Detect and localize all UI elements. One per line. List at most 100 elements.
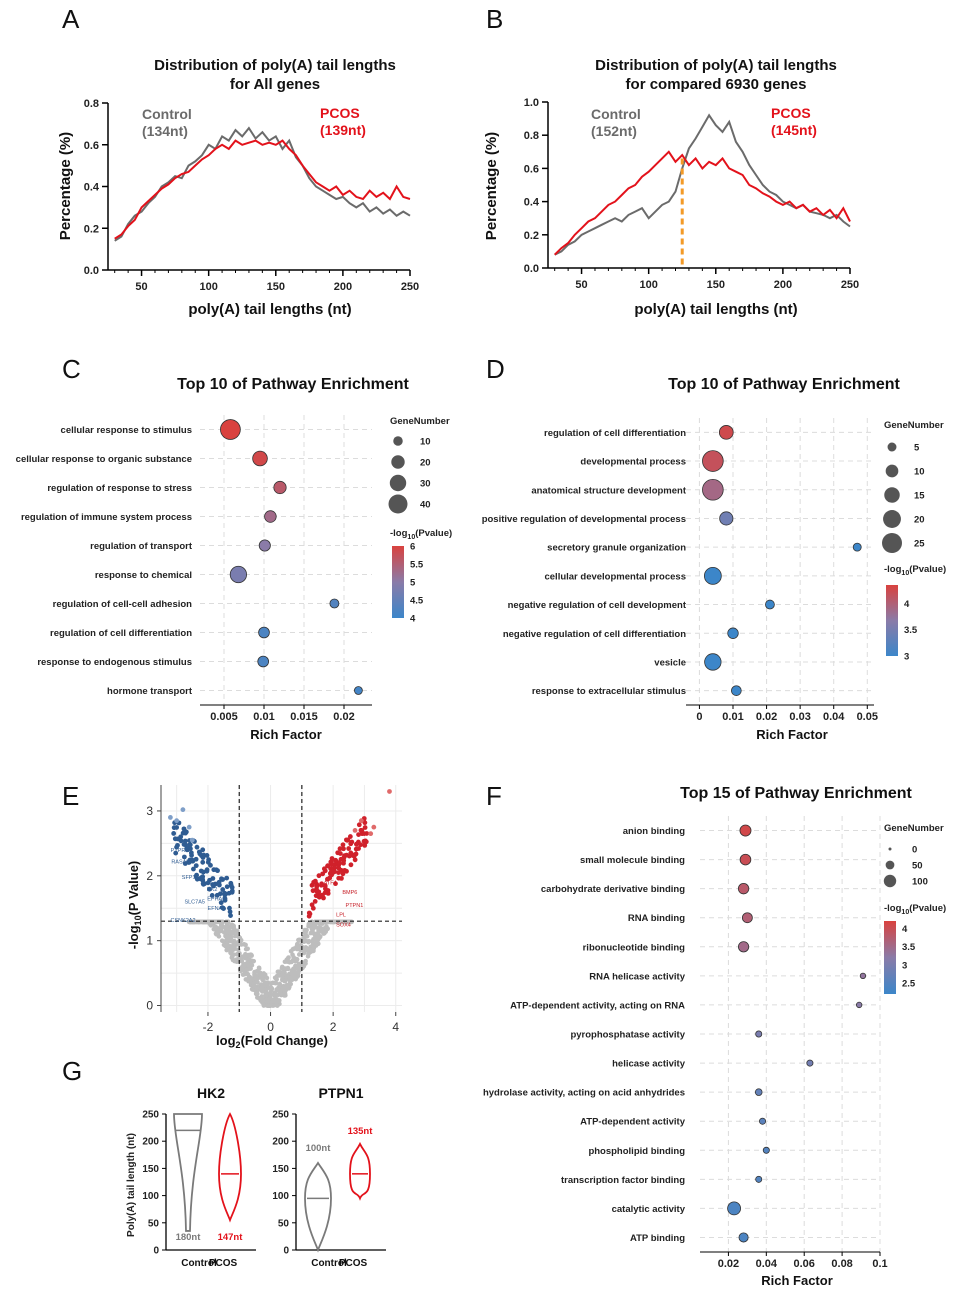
- ns-gene-point: [317, 934, 323, 939]
- ns-gene-point: [239, 942, 244, 947]
- down-gene-point: [188, 846, 193, 852]
- x-tick-label: 0.04: [823, 711, 845, 723]
- up-gene-point: [337, 846, 343, 852]
- size-legend-dot: [393, 436, 403, 446]
- pathway-label: negative regulation of cell development: [508, 600, 687, 611]
- down-gene-point: [224, 884, 230, 890]
- up-gene-point: [362, 820, 368, 826]
- x-tick-label: 100: [199, 281, 217, 293]
- ns-gene-point: [325, 919, 331, 925]
- y-tick-label: 150: [272, 1164, 289, 1175]
- panel-c-title: Top 10 of Pathway Enrichment: [177, 376, 409, 393]
- x-tick-label: 50: [135, 281, 147, 293]
- ns-gene-point: [245, 967, 251, 972]
- down-gene-point: [219, 905, 225, 911]
- pathway-label: hormone transport: [107, 686, 193, 697]
- ns-gene-point: [221, 942, 227, 948]
- gene-label: SLC7A5: [184, 900, 205, 906]
- up-gene-point: [327, 875, 333, 881]
- size-legend-label: 20: [914, 515, 925, 526]
- gene-label: ATF4: [324, 880, 337, 886]
- panel-d-bubble-chart: Top 10 of Pathway Enrichment Rich Factor…: [482, 376, 946, 742]
- ns-gene-point: [277, 998, 282, 1003]
- ns-gene-point: [257, 971, 262, 976]
- ns-gene-point: [322, 929, 328, 935]
- panel-a-x-label: poly(A) tail lengths (nt): [188, 301, 351, 318]
- color-legend-label: 3: [902, 960, 907, 971]
- pathway-label: pyrophosphatase activity: [570, 1030, 685, 1041]
- ns-gene-point: [259, 985, 265, 990]
- color-legend-label: 5.5: [410, 560, 424, 571]
- ns-gene-point: [306, 922, 312, 927]
- color-legend-label: 4: [902, 924, 908, 935]
- up-gene-point: [361, 831, 367, 836]
- color-legend-label: 5: [410, 578, 416, 589]
- pathway-bubble: [704, 653, 722, 671]
- up-gene-point: [356, 846, 361, 851]
- ns-gene-point: [253, 979, 259, 985]
- panel-c-color-legend-title: -log10(Pvalue): [390, 528, 452, 541]
- panel-b-x-label: poly(A) tail lengths (nt): [634, 301, 797, 318]
- down-gene-point: [197, 876, 203, 881]
- down-gene-point: [188, 850, 194, 856]
- up-gene-point: [329, 859, 334, 865]
- pathway-label: ATP-dependent activity, acting on RNA: [510, 1000, 685, 1011]
- y-tick-label: 0.4: [84, 182, 100, 194]
- y-tick-label: 1.0: [524, 97, 539, 109]
- x-tick-label: 0.005: [210, 711, 238, 723]
- down-gene-point: [180, 807, 186, 813]
- violin-shape: [304, 1161, 332, 1253]
- ns-gene-point: [288, 948, 294, 954]
- size-legend-dot: [391, 455, 405, 469]
- violin-group-label: PCOS: [209, 1258, 238, 1269]
- down-gene-point: [201, 881, 206, 887]
- down-gene-point: [182, 828, 188, 834]
- y-tick-label: 50: [148, 1218, 160, 1229]
- panel-d-title: Top 10 of Pathway Enrichment: [668, 376, 900, 393]
- panel-b-control-label: Control: [591, 106, 641, 122]
- ns-gene-point: [294, 946, 300, 952]
- y-tick-label: 100: [272, 1191, 289, 1202]
- panel-a-control-label: Control: [142, 106, 192, 122]
- up-gene-point: [362, 842, 368, 848]
- y-tick-label: 3: [146, 804, 153, 818]
- violin-shape: [349, 1141, 371, 1201]
- color-legend-label: 6: [410, 542, 415, 553]
- pathway-label: cellular response to organic substance: [16, 454, 192, 465]
- y-tick-label: 250: [272, 1110, 289, 1121]
- color-legend-label: 4.5: [410, 596, 424, 607]
- y-tick-label: 0.0: [84, 265, 99, 277]
- pathway-label: regulation of cell differentiation: [50, 628, 192, 639]
- size-legend-label: 25: [914, 539, 925, 550]
- violin-gene-title: HK2: [197, 1085, 225, 1101]
- ns-gene-point: [234, 952, 240, 957]
- ns-gene-point: [277, 973, 283, 978]
- pathway-label: ATP-dependent activity: [580, 1117, 686, 1128]
- pathway-bubble: [719, 511, 734, 526]
- panel-d-x-label: Rich Factor: [756, 727, 828, 742]
- pathway-label: helicase activity: [612, 1059, 686, 1070]
- up-gene-point: [346, 846, 352, 851]
- size-legend-label: 40: [420, 500, 431, 511]
- x-tick-label: 0: [696, 711, 702, 723]
- x-tick-label: 4: [392, 1020, 399, 1034]
- y-tick-label: 0.0: [524, 263, 539, 275]
- pathway-bubble: [741, 912, 753, 924]
- pathway-bubble: [329, 598, 340, 609]
- down-gene-point: [174, 818, 180, 824]
- ns-gene-point: [211, 926, 217, 932]
- size-legend-dot: [884, 487, 900, 503]
- pathway-label: hydrolase activity, acting on acid anhyd…: [483, 1088, 685, 1099]
- ns-gene-point: [303, 958, 308, 964]
- down-gene-point: [187, 842, 192, 848]
- panel-a-pcos-label: PCOS: [320, 105, 360, 121]
- x-tick-label: 0: [267, 1020, 274, 1034]
- color-bar: [886, 585, 898, 656]
- size-legend-dot: [883, 510, 901, 528]
- ns-gene-point: [291, 966, 296, 972]
- y-tick-label: 100: [142, 1191, 159, 1202]
- pathway-label: regulation of transport: [90, 541, 193, 552]
- y-tick-label: 0: [283, 1246, 289, 1257]
- up-gene-point: [362, 825, 368, 830]
- pathway-label: RNA binding: [628, 913, 685, 924]
